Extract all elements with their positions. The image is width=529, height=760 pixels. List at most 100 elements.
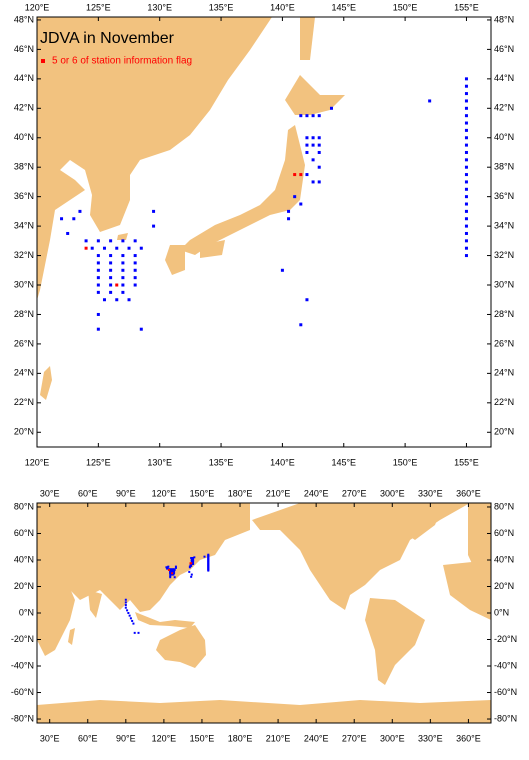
x-tick-label: 125°E: [86, 457, 111, 467]
station: [329, 106, 333, 110]
x-tick-label: 130°E: [147, 457, 172, 467]
station: [96, 283, 100, 287]
station: [152, 209, 156, 213]
y-tick-label: -60°N: [11, 687, 34, 697]
station: [464, 114, 468, 118]
station: [96, 290, 100, 294]
y-tick-label: 34°N: [494, 220, 514, 230]
station: [96, 327, 100, 331]
station: [428, 99, 432, 103]
station: [124, 598, 127, 601]
station: [121, 239, 125, 243]
station: [121, 261, 125, 265]
x-tick-label: 135°E: [209, 2, 234, 12]
x-tick-label: 135°E: [209, 457, 234, 467]
map-frame: [36, 16, 492, 448]
station: [133, 283, 137, 287]
station: [171, 573, 174, 576]
x-tick-label: 145°E: [331, 2, 356, 12]
station: [464, 143, 468, 147]
station: [464, 224, 468, 228]
x-tick-label: 30°E: [40, 488, 60, 498]
x-tick-label: 145°E: [331, 457, 356, 467]
station: [133, 261, 137, 265]
x-tick-label: 120°E: [25, 2, 50, 12]
station: [102, 246, 106, 250]
station: [464, 150, 468, 154]
station: [464, 158, 468, 162]
station: [192, 557, 195, 559]
y-tick-label: -40°N: [11, 660, 34, 670]
station: [464, 165, 468, 169]
x-tick-label: 150°E: [393, 457, 418, 467]
station: [464, 202, 468, 206]
y-tick-label: -20°N: [494, 634, 517, 644]
x-tick-label: 330°E: [418, 488, 443, 498]
station: [464, 187, 468, 191]
y-tick-label: 22°N: [494, 397, 514, 407]
y-tick-label: 60°N: [14, 528, 34, 538]
station: [464, 254, 468, 258]
y-tick-label: 24°N: [494, 368, 514, 378]
flagged-station: [84, 246, 88, 250]
station: [169, 573, 172, 576]
station: [109, 261, 113, 265]
x-tick-label: 360°E: [456, 733, 481, 743]
station: [133, 268, 137, 272]
y-tick-label: -40°N: [494, 660, 517, 670]
station: [311, 180, 315, 184]
station: [464, 136, 468, 140]
station: [127, 246, 131, 250]
station: [464, 195, 468, 199]
x-tick-label: 180°E: [228, 733, 253, 743]
station: [124, 604, 127, 607]
station: [96, 268, 100, 272]
y-tick-label: 26°N: [14, 338, 34, 348]
station: [109, 268, 113, 272]
station: [188, 566, 191, 569]
station: [126, 609, 129, 612]
station: [167, 565, 170, 568]
x-tick-label: 125°E: [86, 2, 111, 12]
station: [109, 239, 113, 243]
station: [305, 173, 309, 177]
station: [203, 555, 206, 558]
x-tick-label: 30°E: [40, 733, 60, 743]
y-tick-label: 36°N: [494, 191, 514, 201]
station: [174, 566, 177, 569]
station: [317, 150, 321, 154]
x-tick-label: 60°E: [78, 733, 98, 743]
y-tick-label: 42°N: [494, 103, 514, 113]
y-tick-label: 38°N: [14, 162, 34, 172]
y-tick-label: 28°N: [14, 309, 34, 319]
y-tick-label: 32°N: [14, 250, 34, 260]
station: [127, 612, 130, 614]
y-tick-label: 40°N: [494, 132, 514, 142]
x-tick-label: 155°E: [454, 2, 479, 12]
x-tick-label: 210°E: [266, 733, 291, 743]
x-tick-label: 270°E: [342, 488, 367, 498]
station: [66, 231, 70, 235]
y-tick-label: -20°N: [11, 634, 34, 644]
y-tick-label: -60°N: [494, 687, 517, 697]
station: [78, 209, 82, 213]
station: [464, 77, 468, 81]
station: [132, 622, 135, 625]
station: [317, 180, 321, 184]
x-tick-label: 155°E: [454, 457, 479, 467]
x-tick-label: 240°E: [304, 733, 329, 743]
station: [133, 276, 137, 280]
x-tick-label: 210°E: [266, 488, 291, 498]
flagged-station: [171, 572, 174, 575]
y-tick-label: 32°N: [494, 250, 514, 260]
x-tick-label: 270°E: [342, 733, 367, 743]
station: [305, 298, 309, 302]
station: [124, 601, 127, 604]
station: [84, 239, 88, 243]
station: [133, 239, 137, 243]
station: [96, 276, 100, 280]
station: [109, 276, 113, 280]
station: [96, 254, 100, 258]
station: [173, 572, 176, 575]
